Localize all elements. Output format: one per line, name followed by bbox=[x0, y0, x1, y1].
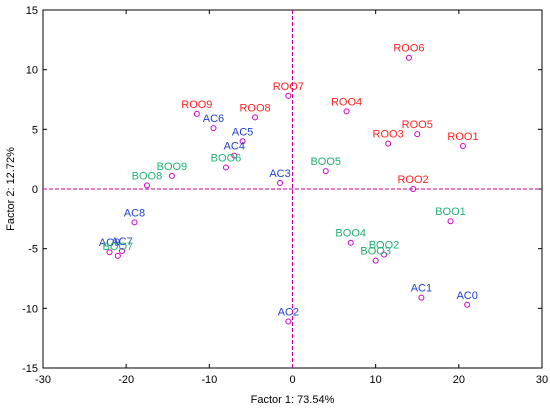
y-tick-label: 15 bbox=[26, 5, 38, 17]
point-marker-ac9 bbox=[106, 249, 113, 256]
point-marker-boo3 bbox=[372, 257, 379, 264]
y-tick-label: -10 bbox=[22, 303, 38, 315]
point-label-roo2: ROO2 bbox=[397, 174, 428, 186]
point-marker-boo4 bbox=[347, 239, 354, 246]
x-tick-label: -30 bbox=[35, 374, 51, 386]
y-tick-label: 10 bbox=[26, 65, 38, 77]
point-marker-ac1 bbox=[418, 294, 425, 301]
point-marker-ac5 bbox=[239, 138, 246, 145]
point-label-ac5: AC5 bbox=[232, 126, 253, 138]
point-label-boo9: BOO9 bbox=[157, 161, 188, 173]
x-tick-label: 0 bbox=[289, 374, 295, 386]
point-marker-ac8 bbox=[131, 219, 138, 226]
y-tick-label: 0 bbox=[32, 184, 38, 196]
point-label-boo1: BOO1 bbox=[435, 206, 466, 218]
point-label-ac6: AC6 bbox=[203, 113, 224, 125]
y-tick-label: 5 bbox=[32, 124, 38, 136]
point-label-boo6: BOO6 bbox=[211, 153, 242, 165]
point-marker-roo5 bbox=[414, 131, 421, 138]
point-marker-roo4 bbox=[343, 108, 350, 115]
point-label-boo7: BOO7 bbox=[103, 241, 134, 253]
point-marker-roo3 bbox=[385, 140, 392, 147]
y-axis-title: Factor 2: 12.72% bbox=[5, 147, 17, 231]
point-label-ac2: AC2 bbox=[278, 306, 299, 318]
point-marker-boo7 bbox=[114, 252, 121, 259]
x-tick-label: -10 bbox=[201, 374, 217, 386]
point-marker-ac0 bbox=[464, 301, 471, 308]
point-label-ac3: AC3 bbox=[269, 168, 290, 180]
y-tick-label: -5 bbox=[28, 244, 38, 256]
point-label-roo3: ROO3 bbox=[373, 129, 404, 141]
point-marker-boo9 bbox=[168, 172, 175, 179]
point-label-boo8: BOO8 bbox=[132, 170, 163, 182]
x-tick-label: 10 bbox=[370, 374, 382, 386]
point-label-boo4: BOO4 bbox=[335, 228, 366, 240]
point-marker-roo9 bbox=[193, 110, 200, 117]
point-label-boo5: BOO5 bbox=[310, 156, 341, 168]
point-marker-roo8 bbox=[252, 114, 259, 121]
point-label-boo3: BOO3 bbox=[360, 246, 391, 258]
x-tick-label: 20 bbox=[453, 374, 465, 386]
point-marker-boo2 bbox=[380, 251, 387, 258]
x-tick-label: 30 bbox=[536, 374, 548, 386]
point-marker-ac2 bbox=[285, 318, 292, 325]
point-marker-boo6 bbox=[222, 164, 229, 171]
point-label-roo1: ROO1 bbox=[447, 131, 478, 143]
point-marker-ac4 bbox=[231, 152, 238, 159]
point-marker-roo2 bbox=[410, 186, 417, 192]
point-label-roo4: ROO4 bbox=[331, 96, 362, 108]
x-axis-title: Factor 1: 73.54% bbox=[251, 394, 335, 406]
point-label-roo5: ROO5 bbox=[402, 119, 433, 131]
point-label-ac9: AC9 bbox=[99, 237, 120, 249]
point-label-roo6: ROO6 bbox=[393, 43, 424, 55]
reference-lines bbox=[43, 10, 542, 368]
point-marker-roo6 bbox=[405, 54, 412, 61]
point-marker-ac3 bbox=[277, 180, 284, 187]
point-label-ac8: AC8 bbox=[124, 207, 145, 219]
point-marker-roo7 bbox=[285, 92, 292, 99]
point-marker-ac7 bbox=[119, 248, 126, 255]
point-label-roo8: ROO8 bbox=[239, 102, 270, 114]
point-marker-ac6 bbox=[210, 125, 217, 132]
point-label-ac1: AC1 bbox=[411, 283, 432, 295]
point-label-ac4: AC4 bbox=[224, 141, 245, 153]
point-label-roo7: ROO7 bbox=[273, 81, 304, 93]
point-label-roo9: ROO9 bbox=[181, 99, 212, 111]
point-marker-boo5 bbox=[322, 168, 329, 175]
point-marker-boo8 bbox=[143, 182, 150, 189]
axis-ticks: -30 -20 -10 0 10 20 30 -15 -10 -5 0 5 10 15 bbox=[22, 5, 548, 386]
point-label-ac7: AC7 bbox=[111, 236, 132, 248]
x-tick-label: -20 bbox=[118, 374, 134, 386]
point-label-boo2: BOO2 bbox=[369, 240, 400, 252]
point-marker-roo1 bbox=[459, 143, 466, 150]
point-marker-boo1 bbox=[447, 218, 454, 225]
point-label-ac0: AC0 bbox=[456, 290, 477, 302]
y-tick-label: -15 bbox=[22, 363, 38, 375]
